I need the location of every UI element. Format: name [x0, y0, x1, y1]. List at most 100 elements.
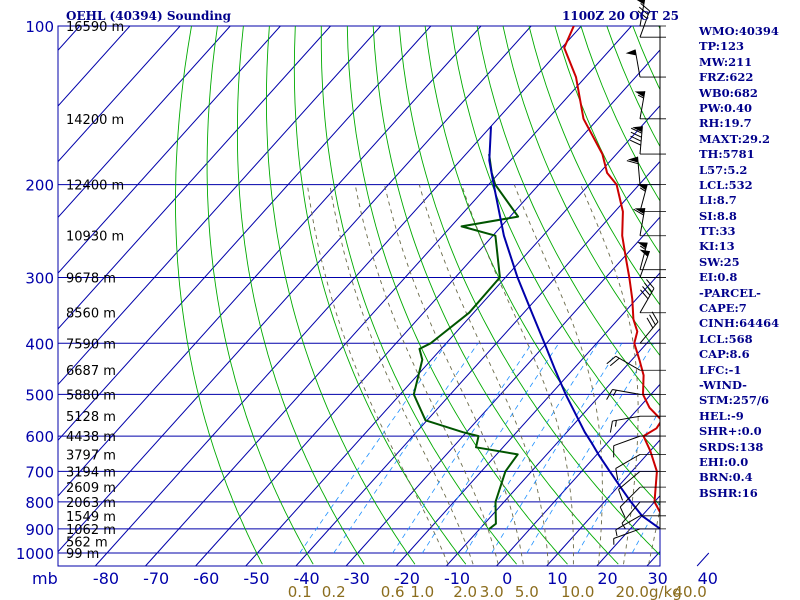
dry-adiabat-line [320, 26, 517, 565]
isotherm-line [58, 26, 231, 219]
pressure-tick-label: 600 [25, 428, 54, 446]
isotherm-line [58, 26, 482, 497]
sounding-index-item: EI:0.8 [699, 270, 738, 285]
wind-barb [629, 126, 643, 155]
pressure-tick-label: 400 [25, 335, 54, 353]
wind-barb-full [651, 311, 659, 323]
wind-barb-full [633, 208, 644, 216]
isotherm-stub [295, 552, 308, 567]
sounding-index-item: CAP:8.6 [699, 347, 750, 362]
temperature-tick-label: 0 [502, 569, 512, 588]
grid-layer [57, 25, 710, 567]
wind-barb-pennant [634, 208, 645, 215]
isotherm-line [257, 104, 660, 554]
moist-adiabat-line [329, 184, 474, 565]
isotherm-stub [145, 552, 158, 567]
isotherm-stub [696, 552, 710, 567]
isotherm-line [156, 26, 632, 554]
wind-barb-staff [639, 242, 648, 270]
wind-barb-half [639, 187, 646, 192]
pressure-tick-label: 1000 [16, 545, 54, 563]
temperature-tick-label: 30 [647, 569, 667, 588]
height-label: 8560 m [66, 307, 116, 322]
wind-barb-full [630, 135, 642, 142]
sounding-index-item: BSHR:16 [699, 485, 758, 500]
wind-barb-half [615, 529, 618, 537]
mixing-ratio-line [526, 343, 654, 554]
wind-barb-full [606, 355, 617, 365]
sounding-indices-list: WMO:40394 TP:123 MW:211 FRZ:622 WB0:682 PW:0.… [699, 24, 779, 501]
wind-barb-full [609, 357, 620, 367]
mixing-ratio-line [421, 343, 560, 554]
wind-barb-full [629, 139, 641, 146]
temperature-tick-label: 20 [597, 569, 617, 588]
dry-adiabat-line [293, 26, 467, 565]
wind-barb [626, 156, 641, 185]
isotherm-line [58, 26, 432, 442]
wind-barb-full [646, 279, 655, 289]
wind-barb [633, 208, 646, 236]
sounding-index-item: CINH:64464 [699, 316, 780, 331]
sounding-index-item: MW:211 [699, 54, 753, 69]
pressure-tick-label: 700 [25, 463, 54, 481]
dry-adiabat-line [236, 26, 365, 565]
sounding-index-item: L57:5.2 [699, 162, 748, 177]
mixing-ratio-line [491, 343, 623, 554]
parcel-trace [488, 126, 660, 530]
isotherm-stub [94, 552, 108, 567]
isotherm-stub [245, 552, 258, 567]
mixing-ratio-label: 0.1 [288, 583, 312, 600]
isotherm-line [58, 26, 382, 386]
sounding-index-item: -WIND- [699, 377, 747, 392]
sounding-index-item: WB0:682 [699, 85, 758, 100]
wind-barb-pennant [637, 183, 648, 191]
pressure-tick-label: 100 [25, 18, 54, 36]
wind-barb-full [646, 317, 654, 329]
mixing-ratio-line [577, 408, 660, 554]
mixing-ratio-label: 3.0 [480, 583, 504, 600]
mixing-ratio-label: 20.0 [615, 583, 648, 600]
wind-barb-full [619, 506, 626, 518]
isotherm-stub [395, 552, 409, 567]
sounding-index-item: RH:19.7 [699, 116, 752, 131]
temperature-tick-label: -80 [93, 569, 119, 588]
moist-adiabat-line [513, 184, 603, 565]
isotherm-line [357, 216, 660, 554]
sounding-index-item: MAXT:29.2 [699, 131, 770, 146]
height-label: 3797 m [66, 448, 116, 463]
wind-barb-full [618, 489, 624, 501]
wind-barb-pennant [634, 0, 645, 5]
chart-title: OEHL (40394) Sounding [66, 9, 232, 23]
wind-barb-full [649, 314, 656, 326]
wind-barb [634, 0, 646, 27]
pressure-tick-label: 900 [25, 521, 54, 539]
wind-barb-full [609, 420, 613, 433]
wind-barb-pennant [637, 241, 648, 249]
wind-barb-half [621, 523, 626, 529]
mixing-ratio-label: 2.0 [453, 583, 477, 600]
wind-barb-staff [639, 208, 646, 236]
mixing-ratio-unit-label: g/kg [649, 583, 682, 600]
sounding-index-item: KI:13 [699, 239, 735, 254]
wind-barb [609, 415, 641, 433]
moist-adiabat-line [580, 184, 639, 565]
mixing-ratio-label: 5.0 [515, 583, 539, 600]
chart-timestamp: 1100Z 20 OCT 25 [562, 9, 680, 23]
wind-barb-full [644, 282, 653, 293]
isotherm-stub [345, 552, 359, 567]
temperature-tick-label: 40 [698, 569, 718, 588]
wind-barb-staff [639, 10, 651, 38]
height-label: 16590 m [66, 20, 124, 35]
sounding-index-item: LCL:532 [699, 177, 753, 192]
mixing-ratio-line [392, 343, 533, 554]
dry-adiabat-line [528, 26, 660, 306]
isotherm-line [58, 26, 181, 163]
height-label: 9678 m [66, 271, 116, 286]
dry-adiabat-line [175, 26, 263, 565]
dry-adiabat-line [372, 26, 619, 565]
wind-barb-staff [619, 486, 641, 508]
dry-adiabat-line [502, 26, 660, 357]
pressure-tick-label: 800 [25, 494, 54, 512]
height-label: 99 m [66, 547, 99, 562]
